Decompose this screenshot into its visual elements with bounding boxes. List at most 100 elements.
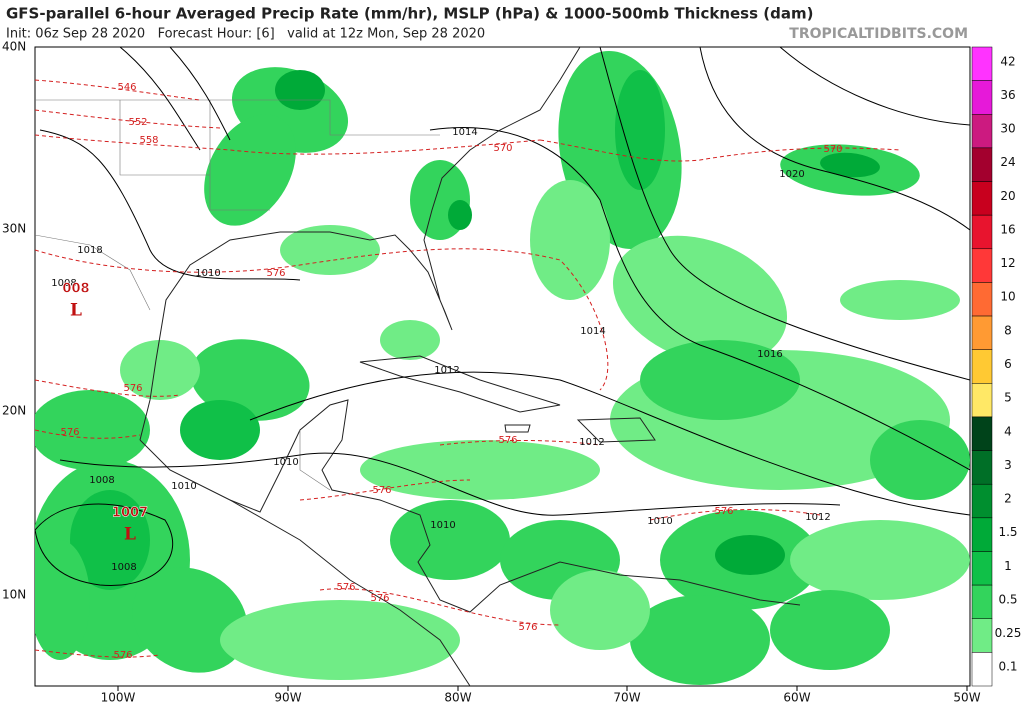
isobar-label: 1008: [89, 475, 114, 486]
title: GFS-parallel 6-hour Averaged Precip Rate…: [6, 5, 813, 23]
borders: [35, 99, 440, 491]
colorbar-swatch: [971, 114, 993, 149]
colorbar-label: 36: [1000, 88, 1015, 102]
map-area: 1014 1020 1018 1010 1008 1014 1016 1012 1012 1010…: [35, 47, 970, 686]
low-symbol: L: [124, 525, 136, 545]
colorbar-label: 1: [1004, 559, 1012, 573]
latitude-label: 30N: [2, 222, 26, 236]
colorbar-label: 2: [1004, 492, 1012, 506]
precip-blob: [132, 567, 248, 673]
colorbar-swatch: [971, 214, 993, 250]
colorbar-swatch: [971, 181, 993, 216]
precip-blob: [870, 420, 970, 500]
thickness-label: 546: [117, 82, 136, 93]
low-symbol: L: [70, 301, 82, 321]
pressure-value: 1007: [112, 506, 148, 521]
precip-blob: [35, 540, 90, 660]
thickness-label: 576: [498, 435, 517, 446]
colorbar-label: 8: [1004, 323, 1012, 337]
colorbar-label: 3: [1004, 458, 1012, 472]
colorbar-swatch: [971, 46, 993, 81]
colorbar-label: 12: [1000, 256, 1015, 270]
subtitle: Init: 06z Sep 28 2020 Forecast Hour: [6]…: [6, 27, 485, 42]
precip-blob: [615, 70, 665, 190]
colorbar-swatch: [971, 248, 993, 283]
colorbar-swatch: [971, 315, 993, 350]
longitude-label: 70W: [613, 691, 640, 705]
thickness-label: 576: [60, 427, 79, 438]
colorbar-label: 4: [1004, 424, 1012, 438]
isobars: [35, 47, 970, 587]
precip-blob: [275, 70, 325, 110]
colorbar-label: 30: [1000, 122, 1015, 136]
colorbar-label: 20: [1000, 189, 1015, 203]
thickness-label: 576: [336, 582, 355, 593]
thickness-label: 552: [128, 117, 147, 128]
colorbar-swatch: [971, 147, 993, 182]
colorbar-swatch: [971, 652, 993, 687]
isobar-label: 1008: [51, 278, 76, 289]
colorbar-swatch: [971, 618, 993, 653]
longitude-label: 80W: [444, 691, 471, 705]
precip-blob: [220, 600, 460, 680]
precip-blob: [390, 500, 510, 580]
longitude-label: 90W: [274, 691, 301, 705]
brand: TROPICALTIDBITS.COM: [789, 26, 968, 42]
isobar-label: 1016: [757, 349, 782, 360]
precip-blob: [360, 440, 600, 500]
colorbar-label: 0.5: [998, 592, 1017, 606]
isobar-label: 1014: [452, 127, 477, 138]
isobar-label: 1010: [647, 516, 672, 527]
thickness-label: 576: [714, 506, 733, 517]
colorbar-swatch: [971, 483, 993, 519]
precip-blob: [180, 400, 260, 460]
thickness-label: 558: [139, 135, 158, 146]
colorbar-label: 0.25: [995, 626, 1022, 640]
thickness-label: 576: [266, 268, 285, 279]
colorbar-swatch: [971, 416, 993, 451]
thickness-label: 576: [123, 383, 142, 394]
precip-blob: [630, 595, 770, 685]
latitude-label: 10N: [2, 588, 26, 602]
precip-blob: [35, 390, 150, 470]
thickness-label: 576: [113, 650, 132, 661]
thickness-label: 576: [370, 593, 389, 604]
isobar-label: 1020: [779, 169, 804, 180]
colorbar-label: 1.5: [998, 525, 1017, 539]
colorbar-label: 42: [1000, 54, 1015, 68]
precip-blob: [770, 590, 890, 670]
latitude-label: 40N: [2, 40, 26, 54]
colorbar-swatch: [971, 450, 993, 485]
isobar-label: 1012: [434, 365, 459, 376]
colorbar-label: 6: [1004, 357, 1012, 371]
isobar-label: 1010: [195, 268, 220, 279]
longitude-label: 50W: [953, 691, 980, 705]
isobar-label: 1012: [805, 512, 830, 523]
isobar-label: 1010: [171, 481, 196, 492]
isobar-label: 1014: [580, 326, 605, 337]
thickness-lines: [35, 79, 901, 658]
colorbar-swatch: [971, 517, 993, 552]
colorbar-swatch: [971, 383, 993, 418]
colorbar-swatch: [971, 349, 993, 384]
longitude-label: 100W: [101, 691, 136, 705]
precip-blob: [715, 535, 785, 575]
isobar-label: 1010: [273, 457, 298, 468]
isobar-label: 1008: [111, 562, 136, 573]
precip-blob: [820, 152, 880, 178]
precip-blob: [550, 570, 650, 650]
isobar-label: 1018: [77, 245, 102, 256]
pressure-value: 008: [62, 282, 89, 297]
precip-blob: [448, 200, 472, 230]
colorbar-label: 24: [1000, 155, 1015, 169]
coastlines: [139, 47, 801, 686]
precip-blob: [612, 235, 788, 365]
colorbar-swatch: [971, 584, 993, 619]
thickness-label: 576: [518, 622, 537, 633]
colorbar-swatch: [971, 551, 993, 586]
precip-blob: [640, 340, 800, 420]
thickness-label: 570: [823, 144, 842, 155]
precip-blob: [120, 340, 200, 400]
colorbar-label: 5: [1004, 391, 1012, 405]
